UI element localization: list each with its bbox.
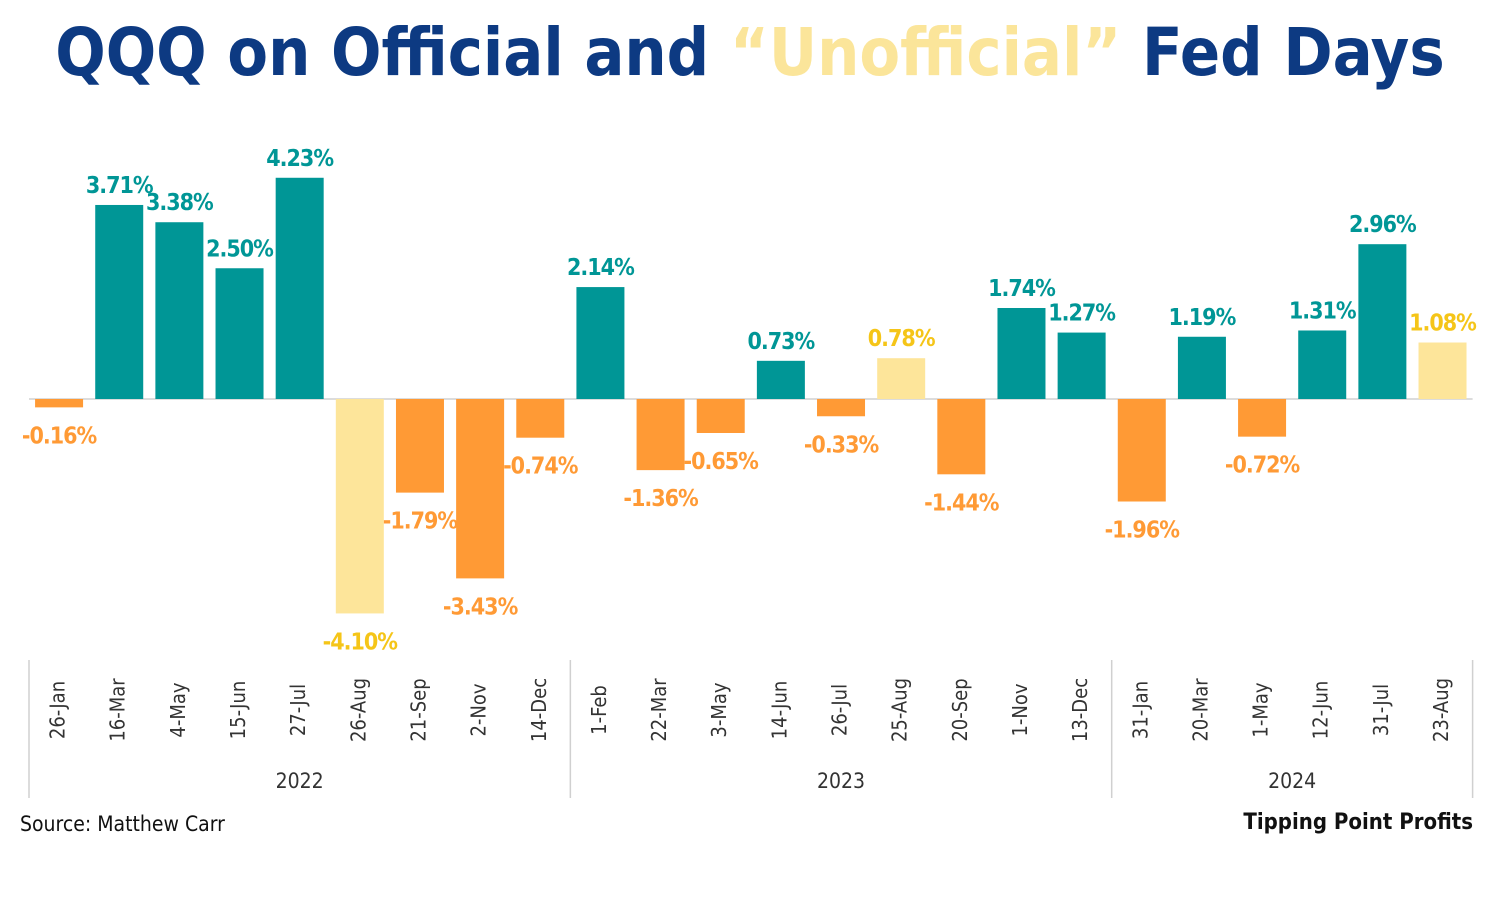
category-label: 31-Jan (1128, 681, 1152, 739)
bar-23-Aug (1418, 342, 1467, 399)
title-highlight: “Unofficial” (729, 14, 1122, 91)
bar-21-Sep (395, 399, 444, 493)
category-label: 15-Jun (226, 681, 250, 740)
category-label: 14-Jun (767, 681, 791, 740)
category-label: 25-Aug (888, 678, 912, 742)
category-label: 22-Mar (647, 678, 671, 742)
category-label: 21-Sep (406, 678, 430, 741)
title-part-1: QQQ on Official and (55, 14, 730, 91)
data-label: 1.74% (988, 276, 1056, 302)
data-label: -0.74% (503, 454, 579, 480)
category-label: 20-Sep (948, 678, 972, 741)
data-label: -3.43% (443, 594, 519, 620)
bar-20-Mar (1177, 336, 1226, 399)
category-label: 26-Jul (828, 684, 852, 736)
data-label: 1.19% (1169, 305, 1237, 331)
category-label: 3-May (707, 682, 731, 737)
year-label: 2024 (1268, 769, 1316, 793)
data-label: 0.73% (747, 329, 815, 355)
category-label: 13-Dec (1068, 678, 1092, 742)
bar-26-Jul (817, 399, 866, 417)
category-label: 1-Feb (587, 685, 611, 735)
bar-14-Dec (516, 399, 565, 438)
category-label: 1-May (1249, 682, 1273, 737)
bar-1-May (1238, 399, 1287, 437)
data-label: 0.78% (868, 326, 936, 352)
category-label: 1-Nov (1008, 683, 1032, 736)
bar-31-Jul (1358, 244, 1407, 399)
data-label: -1.96% (1105, 518, 1181, 544)
bar-12-Jun (1298, 330, 1347, 399)
category-label: 14-Dec (527, 678, 551, 742)
bar-26-Jan (35, 399, 84, 408)
brand-label: Tipping Point Profits (1243, 810, 1473, 835)
data-label: -1.79% (383, 509, 459, 535)
category-label: 20-Mar (1188, 678, 1212, 742)
bar-25-Aug (877, 358, 926, 399)
data-label: -0.72% (1225, 453, 1301, 479)
data-label: 1.08% (1409, 311, 1477, 337)
data-label: -0.65% (684, 449, 760, 475)
year-label: 2022 (276, 769, 324, 793)
chart-title: QQQ on Official and “Unofficial” Fed Day… (0, 14, 1500, 91)
category-label: 12-Jun (1309, 681, 1333, 740)
bar-31-Jan (1117, 399, 1166, 502)
data-label: -4.10% (323, 629, 399, 655)
source-note: Source: Matthew Carr (20, 812, 225, 836)
bar-3-May (696, 399, 745, 433)
bar-2-Nov (456, 399, 505, 579)
data-label: 2.50% (206, 236, 274, 262)
category-label: 31-Jul (1369, 684, 1393, 736)
data-label: -1.36% (623, 486, 699, 512)
year-label: 2023 (817, 769, 865, 793)
category-label: 2-Nov (467, 683, 491, 736)
data-label: -0.33% (804, 432, 880, 458)
data-label: 1.27% (1048, 301, 1116, 327)
data-label: 2.14% (567, 255, 635, 281)
category-label: 16-Mar (106, 678, 130, 742)
category-label: 23-Aug (1429, 678, 1453, 742)
data-label: 2.96% (1349, 212, 1417, 238)
category-label: 26-Aug (346, 678, 370, 742)
bar-15-Jun (215, 268, 264, 399)
data-label: 3.38% (146, 190, 214, 216)
bar-1-Nov (997, 307, 1046, 399)
category-label: 26-Jan (46, 681, 70, 739)
bar-27-Jul (275, 177, 324, 399)
bar-26-Aug (335, 399, 384, 614)
data-label: 3.71% (86, 173, 154, 199)
bar-20-Sep (937, 399, 986, 475)
bar-16-Mar (95, 204, 144, 399)
data-label: -0.16% (22, 423, 98, 449)
bar-13-Dec (1057, 332, 1106, 399)
bar-1-Feb (576, 287, 625, 399)
bar-4-May (155, 222, 204, 399)
bar-14-Jun (756, 360, 805, 399)
bar-22-Mar (636, 399, 685, 471)
data-label: 4.23% (266, 146, 334, 172)
category-label: 27-Jul (286, 684, 310, 736)
data-label: 1.31% (1289, 298, 1357, 324)
category-label: 4-May (166, 682, 190, 737)
title-part-2: Fed Days (1121, 14, 1445, 91)
data-label: -1.44% (924, 490, 1000, 516)
